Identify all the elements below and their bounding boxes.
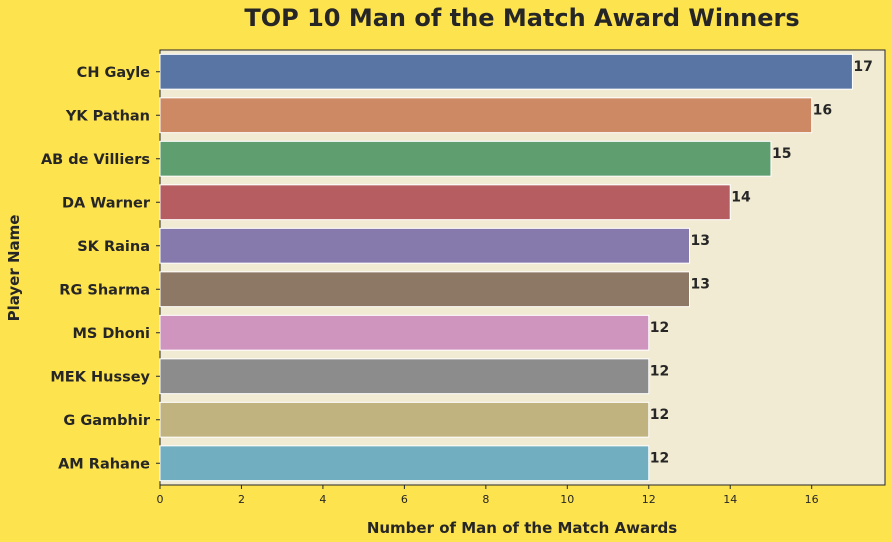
y-tick-labels: CH Gayle YK Pathan AB de Villiers DA Warner…	[41, 65, 160, 472]
data-label: 16	[813, 102, 832, 118]
data-label: 17	[853, 59, 872, 75]
y-tick-label: MS Dhoni	[72, 326, 150, 342]
y-tick-label: CH Gayle	[77, 65, 150, 81]
data-label: 12	[650, 407, 669, 423]
y-tick-label: RG Sharma	[59, 282, 150, 298]
data-labels: 17 16 15 14 13 13 12 12 12 12	[650, 59, 873, 467]
x-tick-label: 12	[642, 493, 656, 506]
x-tick-label: 8	[482, 493, 489, 506]
y-tick-label: G Gambhir	[63, 413, 150, 429]
bar	[159, 97, 813, 134]
y-tick-label: AM Rahane	[58, 456, 150, 472]
data-label: 12	[650, 450, 669, 466]
data-label: 14	[731, 189, 751, 205]
x-axis-ticks: 0 2 4 6 8 10 12 14 16	[157, 485, 819, 506]
data-label: 12	[650, 320, 669, 336]
y-tick-label: SK Raina	[77, 239, 150, 255]
bar	[159, 53, 853, 90]
bar	[159, 184, 731, 221]
y-tick-label: DA Warner	[62, 195, 151, 211]
data-label: 12	[650, 363, 669, 379]
x-tick-label: 14	[723, 493, 737, 506]
bar	[159, 227, 690, 264]
bar	[159, 314, 650, 351]
bar	[159, 140, 772, 177]
y-tick-label: AB de Villiers	[41, 152, 150, 168]
x-tick-label: 6	[401, 493, 408, 506]
y-axis-label: Player Name	[5, 215, 23, 322]
data-label: 13	[690, 233, 709, 249]
x-tick-label: 4	[319, 493, 326, 506]
y-tick-label: YK Pathan	[65, 108, 150, 124]
bars-group	[159, 53, 853, 482]
bar	[159, 401, 650, 438]
x-tick-label: 2	[238, 493, 245, 506]
data-label: 13	[690, 276, 709, 292]
data-label: 15	[772, 146, 791, 162]
bar	[159, 271, 690, 308]
x-tick-label: 10	[560, 493, 574, 506]
y-tick-label: MEK Hussey	[50, 369, 150, 385]
bar	[159, 445, 650, 482]
x-axis-label: Number of Man of the Match Awards	[367, 519, 677, 537]
bar	[159, 358, 650, 395]
x-tick-label: 16	[805, 493, 819, 506]
chart-title: TOP 10 Man of the Match Award Winners	[244, 4, 799, 32]
x-tick-label: 0	[157, 493, 164, 506]
